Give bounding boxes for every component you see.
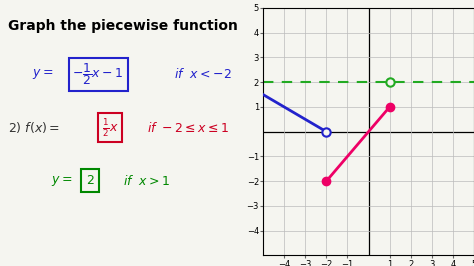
Text: $2)\ f(x) = $: $2)\ f(x) = $ bbox=[8, 120, 60, 135]
Text: $if\ \ x > 1$: $if\ \ x > 1$ bbox=[123, 174, 171, 188]
Text: $\frac{1}{2}x$: $\frac{1}{2}x$ bbox=[102, 117, 118, 139]
Text: $if\ \ x < -2$: $if\ \ x < -2$ bbox=[174, 68, 232, 81]
Text: $2$: $2$ bbox=[86, 174, 94, 187]
Text: $-\dfrac{1}{2}x - 1$: $-\dfrac{1}{2}x - 1$ bbox=[73, 61, 124, 88]
Text: Graph the piecewise function: Graph the piecewise function bbox=[8, 19, 238, 33]
Text: $y = $: $y = $ bbox=[51, 174, 72, 188]
Text: $if\ -2 \leq x \leq 1$: $if\ -2 \leq x \leq 1$ bbox=[147, 121, 229, 135]
Text: $y = $: $y = $ bbox=[32, 68, 54, 81]
